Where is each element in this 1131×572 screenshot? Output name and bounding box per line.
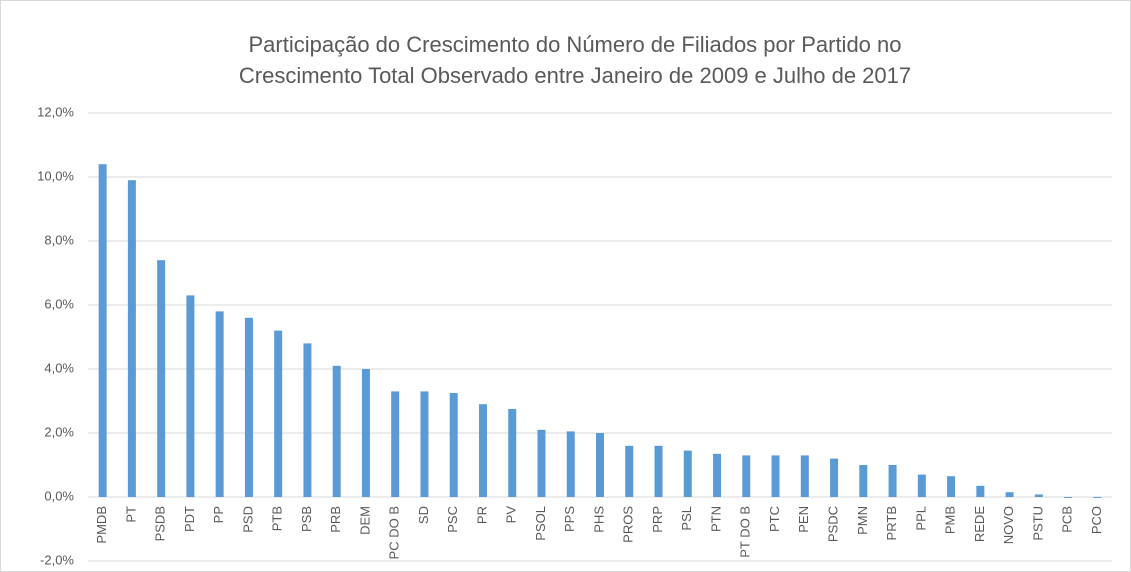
x-tick-label: PV <box>504 506 519 524</box>
x-tick-label: PSL <box>679 506 694 531</box>
bar <box>742 455 751 497</box>
x-tick-label: DEM <box>357 506 372 535</box>
x-tick-label: PSC <box>445 506 460 533</box>
x-tick-label: PPL <box>913 506 928 531</box>
bar <box>508 409 517 497</box>
x-tick-label: PSDB <box>153 506 168 541</box>
x-tick-label: PRB <box>328 506 343 533</box>
bar <box>830 458 839 497</box>
x-tick-label: PRTB <box>884 506 899 540</box>
y-tick-label: 2,0% <box>44 424 74 439</box>
chart-title: Crescimento Total Observado entre Janeir… <box>239 63 911 88</box>
bar <box>98 164 107 497</box>
bar <box>391 391 400 497</box>
bar <box>157 260 166 497</box>
bar <box>478 404 487 497</box>
y-tick-label: 4,0% <box>44 360 74 375</box>
x-tick-label: REDE <box>972 506 987 542</box>
x-tick-label: PCO <box>1089 506 1104 534</box>
y-tick-label: 6,0% <box>44 296 74 311</box>
bar <box>420 391 429 497</box>
bar <box>1005 492 1014 497</box>
bar <box>537 429 546 497</box>
x-tick-label: PT DO B <box>738 506 753 558</box>
bar <box>625 445 634 497</box>
bar <box>215 311 224 497</box>
bar <box>186 295 195 497</box>
x-tick-label: PSDC <box>825 506 840 542</box>
x-tick-label: SD <box>416 506 431 524</box>
x-tick-label: PTC <box>767 506 782 532</box>
bar <box>303 343 312 497</box>
x-tick-label: PR <box>474 506 489 524</box>
bar <box>800 455 809 497</box>
x-tick-label: PMB <box>943 506 958 534</box>
x-tick-label: PP <box>211 506 226 523</box>
x-tick-label: PC DO B <box>387 506 402 559</box>
bar <box>771 455 780 497</box>
x-tick-label: PPS <box>562 506 577 532</box>
y-tick-label: 10,0% <box>37 168 74 183</box>
bar <box>917 474 926 497</box>
bar <box>683 450 692 497</box>
y-tick-label: 8,0% <box>44 232 74 247</box>
bar <box>976 485 985 497</box>
x-tick-label: NOVO <box>1001 506 1016 544</box>
bar <box>859 465 868 497</box>
x-tick-label: PROS <box>621 506 636 543</box>
bar <box>654 445 663 497</box>
x-tick-label: PMN <box>855 506 870 535</box>
x-tick-label: PCB <box>1060 506 1075 533</box>
x-tick-label: PHS <box>591 506 606 533</box>
x-tick-label: PEN <box>796 506 811 533</box>
x-tick-label: PMDB <box>94 506 109 544</box>
bar <box>1034 494 1043 497</box>
x-tick-label: PSOL <box>533 506 548 541</box>
x-tick-label: PSTU <box>1030 506 1045 541</box>
bar <box>332 365 341 497</box>
bar <box>713 453 722 497</box>
chart-title: Participação do Crescimento do Número de… <box>249 32 902 57</box>
bar <box>596 433 604 497</box>
bar <box>127 180 136 497</box>
y-tick-label: 0,0% <box>44 488 74 503</box>
x-tick-label: PRP <box>650 506 665 533</box>
x-tick-label: PSD <box>240 506 255 533</box>
bar <box>361 369 370 497</box>
x-tick-label: PDT <box>182 506 197 532</box>
x-tick-label: PTN <box>708 506 723 532</box>
x-tick-label: PTB <box>270 506 285 531</box>
bar <box>244 317 253 497</box>
x-tick-label: PSB <box>299 506 314 532</box>
bar <box>888 465 897 497</box>
bar <box>1064 497 1073 498</box>
bar <box>449 393 458 497</box>
bar <box>1093 497 1102 498</box>
bar <box>947 476 956 497</box>
bar <box>274 330 283 497</box>
x-tick-label: PT <box>123 506 138 523</box>
y-tick-label: -2,0% <box>40 552 74 567</box>
y-tick-label: 12,0% <box>37 104 74 119</box>
bar <box>566 431 575 497</box>
